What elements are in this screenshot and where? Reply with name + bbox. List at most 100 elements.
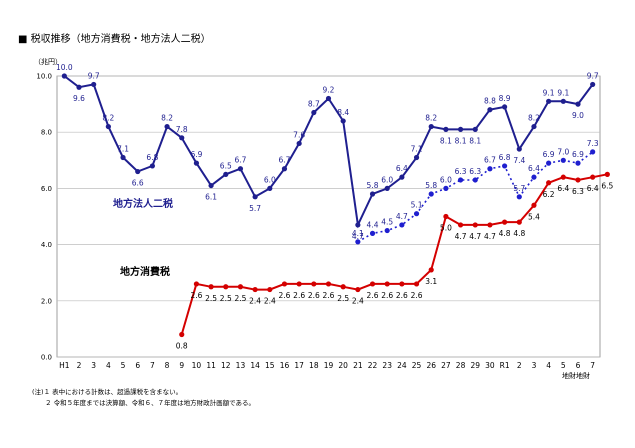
footnote-2: ２ 令和５年度までは決算額、令和６、７年度は地方財政計画額である。	[32, 398, 255, 407]
data-point	[281, 281, 288, 287]
data-label: 6.4	[396, 164, 408, 173]
x-tick-label: 12	[221, 361, 231, 370]
data-point	[208, 284, 214, 290]
series-layer: 10.09.69.78.27.16.66.88.27.86.96.16.56.7…	[56, 63, 614, 351]
data-point	[457, 177, 464, 183]
data-label: 2.6	[396, 291, 408, 300]
y-tick-label: 8.0	[41, 129, 52, 137]
data-point	[237, 166, 244, 172]
data-label: 8.2	[102, 114, 114, 123]
x-tick-label: 17	[294, 361, 304, 370]
y-tick-label: 6.0	[41, 185, 52, 193]
data-point	[384, 185, 390, 191]
x-tick-label: 29	[470, 361, 480, 370]
data-label: 7.8	[176, 125, 188, 134]
data-label: 7.0	[557, 147, 569, 156]
series-1: 4.14.4 4.54.75.15.86.06.3 6.36.7 6.85.76.46…	[352, 139, 599, 245]
data-label: 6.5	[220, 161, 232, 170]
data-point	[355, 286, 361, 293]
data-label: 8.2	[528, 114, 540, 123]
x-tick-label: 24	[397, 361, 407, 370]
data-label: 5.8	[367, 181, 379, 190]
data-point	[502, 219, 508, 225]
data-point	[487, 107, 493, 113]
data-label: 8.2	[425, 114, 437, 123]
x-tick-label: 4	[106, 361, 111, 370]
data-point	[296, 140, 302, 147]
data-point	[384, 281, 390, 287]
x-axis-ticks: H1 2 3 4 5 6 7 8 9 10 11 12 13 14 15 16 17 18 19 20 21 22 23 24…	[59, 361, 595, 370]
data-point	[223, 171, 229, 177]
data-label: 2.6	[279, 291, 291, 300]
data-point	[252, 194, 258, 200]
data-point	[472, 126, 478, 132]
data-point	[311, 281, 317, 287]
data-label: 6.8	[146, 153, 158, 162]
x-tick-label: 9	[179, 361, 184, 370]
data-label: 5.7	[249, 204, 261, 213]
data-point	[399, 174, 405, 180]
data-point	[487, 166, 493, 172]
data-point	[472, 177, 478, 183]
data-label: 4.7	[484, 232, 496, 241]
data-label: 6.0	[381, 175, 393, 184]
x-tick-label: 23	[382, 361, 392, 370]
data-point	[105, 123, 111, 130]
data-label: 7.3	[587, 139, 599, 148]
data-point	[223, 284, 229, 290]
data-point	[413, 281, 420, 287]
data-point	[590, 81, 596, 88]
x-tick-label: H1	[59, 361, 70, 370]
data-label: 2.4	[249, 297, 261, 306]
data-point	[531, 202, 537, 208]
x-tick-label: 26	[426, 361, 436, 370]
x-tick-label: 21	[353, 361, 363, 370]
data-point	[502, 163, 508, 169]
data-label: 2.5	[220, 294, 232, 303]
data-point	[281, 166, 288, 172]
data-label: 6.9	[572, 150, 584, 159]
data-point	[91, 81, 97, 88]
data-point	[443, 213, 449, 220]
data-label: 9.7	[88, 71, 100, 80]
data-point	[428, 123, 434, 130]
series-0: 10.09.69.78.27.16.66.88.27.86.96.16.56.7…	[56, 63, 599, 241]
data-label: 9.0	[572, 111, 584, 120]
x-tick-label: 19	[324, 361, 334, 370]
data-point	[193, 281, 200, 287]
data-label: 7.6	[293, 130, 305, 139]
data-label: 6.7	[234, 156, 246, 165]
data-point	[267, 286, 273, 293]
x-tick-label: 3	[91, 361, 96, 370]
data-point	[369, 191, 376, 197]
data-point	[237, 284, 244, 290]
data-point	[546, 180, 552, 186]
data-point	[531, 174, 537, 180]
x-tick-label: 8	[165, 361, 170, 370]
data-point	[149, 163, 155, 169]
data-point	[575, 101, 581, 107]
data-point	[531, 123, 537, 130]
data-label: 2.6	[367, 291, 379, 300]
y-tick-label: 10.0	[36, 73, 52, 81]
data-point	[516, 219, 522, 225]
x-tick-label: 18	[309, 361, 319, 370]
data-point	[502, 104, 508, 110]
data-label: 9.6	[73, 94, 85, 103]
x-tick-label: 4	[546, 361, 551, 370]
data-label: 6.3	[469, 167, 481, 176]
data-point	[369, 230, 376, 236]
data-point	[76, 84, 82, 90]
data-point	[575, 160, 581, 166]
data-label: 2.4	[352, 297, 364, 306]
y-tick-label: 0.0	[41, 354, 52, 362]
data-label: 4.7	[469, 232, 481, 241]
data-point	[135, 168, 141, 175]
data-label: 4.5	[381, 218, 393, 227]
data-label: 9.2	[323, 85, 335, 94]
data-label: 6.5	[601, 181, 613, 190]
series-name-label: 地方法人二税	[113, 197, 173, 210]
x-tick-label: 5	[561, 361, 566, 370]
data-label: 4.8	[513, 229, 525, 238]
